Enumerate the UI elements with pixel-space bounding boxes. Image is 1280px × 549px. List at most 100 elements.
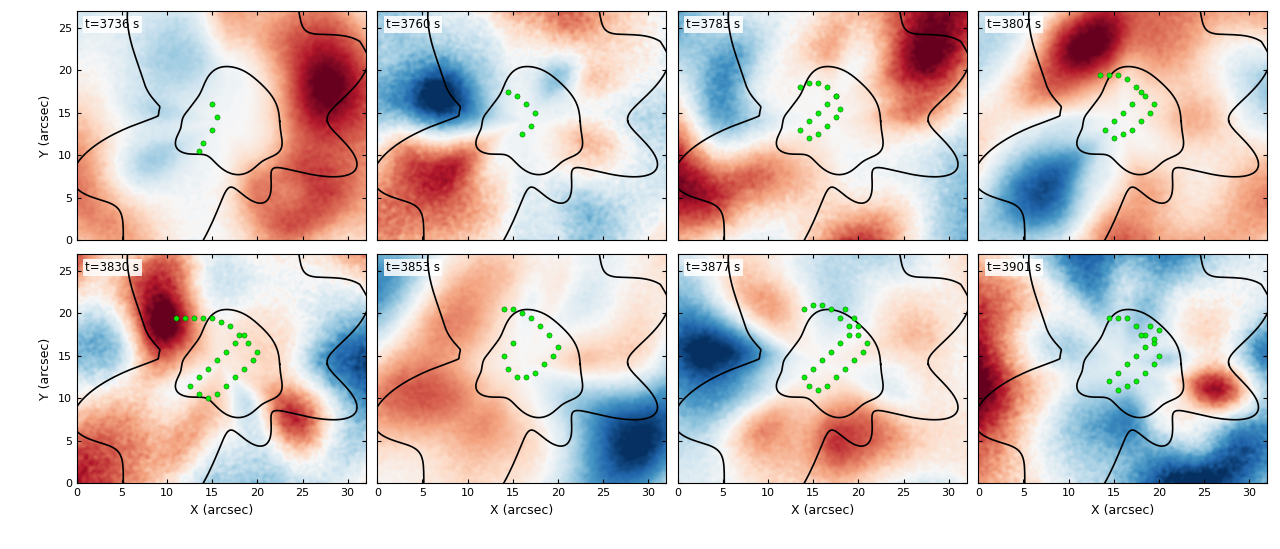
X-axis label: X (arcsec): X (arcsec) (189, 503, 253, 517)
Point (1100, 377, 1120, 385)
Point (1126, 377, 1147, 385)
Point (1144, 339, 1165, 348)
Point (790, 125, 810, 134)
Point (799, 79, 819, 87)
Point (835, 305, 855, 313)
Point (840, 322, 860, 330)
Point (233, 330, 253, 339)
Point (799, 134, 819, 143)
Point (503, 339, 524, 348)
Point (498, 364, 518, 373)
Text: t=3853 s: t=3853 s (387, 261, 440, 274)
Point (808, 79, 828, 87)
Point (1130, 330, 1151, 339)
Text: t=3807 s: t=3807 s (987, 18, 1041, 31)
Point (826, 113, 846, 121)
Point (202, 313, 223, 322)
Point (211, 317, 232, 326)
Point (1112, 130, 1133, 138)
Point (1103, 117, 1124, 126)
Point (184, 313, 205, 322)
Point (206, 390, 227, 399)
Point (817, 381, 837, 390)
Point (799, 381, 819, 390)
Point (820, 347, 841, 356)
Text: t=3783 s: t=3783 s (686, 18, 741, 31)
Point (849, 322, 869, 330)
Point (1117, 381, 1138, 390)
Point (1108, 368, 1129, 377)
Point (1112, 109, 1133, 117)
Point (1108, 70, 1129, 79)
X-axis label: X (arcsec): X (arcsec) (791, 503, 854, 517)
Point (849, 330, 869, 339)
Point (803, 300, 823, 309)
Point (1108, 313, 1129, 322)
Point (175, 313, 196, 322)
Point (1126, 83, 1147, 92)
Point (1135, 330, 1156, 339)
Point (243, 356, 264, 365)
Point (233, 364, 253, 373)
Point (534, 360, 554, 369)
Point (817, 100, 837, 109)
Text: t=3760 s: t=3760 s (387, 18, 440, 31)
Point (494, 305, 515, 313)
Point (543, 351, 563, 360)
Point (188, 390, 209, 399)
Point (1148, 326, 1169, 335)
Point (507, 373, 527, 382)
Point (1100, 313, 1120, 322)
Point (812, 356, 832, 365)
Point (238, 339, 259, 348)
X-axis label: X (arcsec): X (arcsec) (1091, 503, 1155, 517)
Point (521, 313, 541, 322)
X-axis label: X (arcsec): X (arcsec) (490, 503, 553, 517)
Point (206, 356, 227, 365)
Point (1135, 368, 1156, 377)
Point (516, 100, 536, 109)
Point (206, 113, 227, 121)
Point (1144, 360, 1165, 369)
Point (803, 364, 823, 373)
Point (1121, 125, 1142, 134)
Y-axis label: Y (arcsec): Y (arcsec) (40, 94, 52, 156)
Point (193, 313, 214, 322)
Point (858, 339, 878, 348)
Point (197, 394, 218, 402)
Point (829, 313, 850, 322)
Text: t=3877 s: t=3877 s (686, 261, 741, 274)
Point (812, 300, 832, 309)
Point (503, 305, 524, 313)
Point (188, 147, 209, 155)
Point (820, 305, 841, 313)
Point (794, 305, 814, 313)
Point (1135, 343, 1156, 352)
Point (1117, 75, 1138, 83)
Point (826, 92, 846, 100)
Point (229, 330, 250, 339)
Point (808, 385, 828, 394)
Point (512, 130, 532, 138)
Y-axis label: Y (arcsec): Y (arcsec) (40, 338, 52, 400)
Point (224, 339, 244, 348)
Point (224, 373, 244, 382)
Point (808, 109, 828, 117)
Point (817, 83, 837, 92)
Point (1091, 70, 1111, 79)
Point (530, 322, 550, 330)
Point (1103, 134, 1124, 143)
Point (215, 381, 236, 390)
Point (179, 381, 200, 390)
Point (1108, 385, 1129, 394)
Point (220, 322, 241, 330)
Text: t=3901 s: t=3901 s (987, 261, 1041, 274)
Point (507, 92, 527, 100)
Point (1139, 322, 1160, 330)
Point (498, 87, 518, 96)
Point (829, 339, 850, 348)
Point (1144, 334, 1165, 343)
Point (794, 373, 814, 382)
Point (1144, 100, 1165, 109)
Point (525, 368, 545, 377)
